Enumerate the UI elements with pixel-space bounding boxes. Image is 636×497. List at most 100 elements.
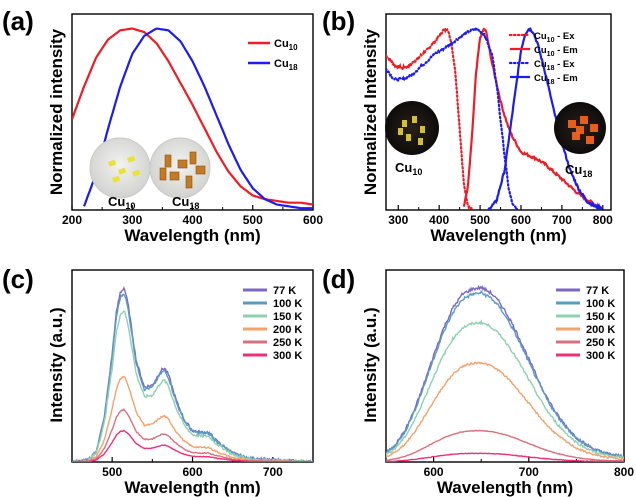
series-line-cu10: [72, 27, 313, 206]
panel-label: (c): [2, 264, 34, 294]
crystal-cu10: [108, 159, 117, 167]
plot-frame: [385, 13, 612, 211]
plot-area: [72, 285, 313, 462]
legend-label: 250 K: [273, 337, 302, 349]
x-tick-label: 500: [102, 465, 122, 479]
plot-area: [386, 24, 604, 210]
series-line-250k: [72, 408, 313, 462]
legend-label: 300 K: [273, 350, 302, 362]
x-tick-label: 300: [122, 213, 142, 227]
plot-area: [72, 27, 313, 210]
x-tick-label: 600: [511, 213, 531, 227]
panel-d: (d) 600 700 800 Wavelength (nm) Intensity (a.…: [322, 264, 634, 497]
inset-label: Cu18: [565, 162, 592, 179]
crystal-cu18: [572, 132, 580, 140]
x-tick-label: 500: [470, 213, 490, 227]
crystal-cu18: [580, 116, 588, 124]
legend-label: 200 K: [273, 324, 302, 336]
x-axis-label: Wavelength (nm): [124, 226, 260, 245]
crystal-cu18: [185, 175, 193, 189]
crystal-cu10: [112, 175, 121, 183]
inset-photo-cu10: [385, 101, 439, 155]
legend-label: Cu10: [274, 38, 298, 52]
crystal-cu10: [406, 134, 411, 141]
crystal-cu10: [402, 120, 407, 127]
x-axis-label: Wavelength (nm): [124, 478, 260, 497]
series-line-100k: [386, 289, 624, 459]
crystal-cu18: [586, 136, 594, 144]
x-tick-label: 300: [388, 213, 408, 227]
legend-label: Cu18: [274, 58, 298, 72]
x-tick-label: 700: [552, 213, 572, 227]
x-tick-label: 800: [593, 213, 613, 227]
series-line-cu10-em: [462, 27, 603, 210]
crystal-cu18: [568, 120, 576, 128]
crystal-cu10: [132, 169, 141, 177]
y-axis-label: Intensity (a.u.): [47, 307, 66, 422]
legend-label: 100 K: [273, 298, 302, 310]
crystal-cu10: [118, 167, 127, 175]
series-line-250k: [386, 429, 624, 462]
legend-label: 77 K: [586, 285, 609, 297]
x-axis-label: Wavelength (nm): [430, 226, 566, 245]
series-line-200k: [72, 375, 313, 462]
crystal-cu18: [576, 126, 584, 134]
plot-area: [386, 284, 624, 462]
series-line-150k: [386, 319, 624, 461]
legend-label: 300 K: [586, 350, 615, 362]
crystal-cu10: [398, 128, 403, 135]
inset-label: Cu10: [395, 160, 422, 177]
crystal-cu10: [418, 138, 423, 145]
plot-frame: [385, 269, 625, 463]
legend-label: 150 K: [586, 311, 615, 323]
legend-label: 100 K: [586, 298, 615, 310]
x-axis-label: Wavelength (nm): [437, 478, 573, 497]
series-line-cu18: [82, 27, 313, 210]
panel-label: (a): [2, 6, 34, 36]
crystal-cu18: [195, 165, 206, 175]
inset-photo-cu10: [89, 137, 151, 199]
crystal-cu18: [189, 151, 197, 165]
legend-label: 250 K: [586, 337, 615, 349]
series-line-300k: [386, 452, 624, 462]
x-tick-label: 400: [182, 213, 202, 227]
crystal-cu10: [126, 155, 136, 163]
x-tick-label: 400: [429, 213, 449, 227]
legend-label: Cu18 - Ex: [534, 59, 575, 72]
crystal-cu18: [590, 124, 598, 132]
panel-b: (b) 300 400 500 600 700 800 Wavelength (nm) Norm…: [322, 6, 613, 245]
x-tick-label: 600: [424, 465, 444, 479]
series-line-cu10-ex: [386, 24, 473, 210]
crystal-cu18: [159, 167, 167, 181]
legend-label: 150 K: [273, 311, 302, 323]
x-tick-label: 600: [182, 465, 202, 479]
x-tick-label: 600: [303, 213, 323, 227]
y-axis-label: Normalized Intensity: [361, 28, 380, 195]
y-axis-label: Normalized intensity: [47, 28, 66, 195]
series-line-200k: [386, 361, 624, 461]
panel-label: (d): [322, 264, 355, 294]
legend-label: 200 K: [586, 324, 615, 336]
y-axis-label: Intensity (a.u.): [361, 307, 380, 422]
crystal-cu10: [420, 126, 425, 133]
inset-label: Cu18: [172, 194, 199, 211]
panel-a: (a) 200 300 400 500 600 Wavelength (nm) Normali…: [2, 6, 323, 245]
series-line-300k: [72, 429, 313, 462]
series-line-cu18-ex: [386, 25, 518, 210]
legend-label: 77 K: [273, 285, 296, 297]
crystal-cu10: [412, 116, 417, 123]
panel-label: (b): [322, 6, 355, 36]
legend-label: Cu18 - Em: [534, 73, 578, 86]
x-tick-label: 200: [62, 213, 82, 227]
x-tick-label: 500: [243, 213, 263, 227]
x-tick-label: 700: [263, 465, 283, 479]
x-tick-label: 800: [614, 465, 634, 479]
x-tick-label: 700: [519, 465, 539, 479]
crystal-cu18: [177, 159, 188, 169]
legend-label: Cu10 - Ex: [534, 31, 575, 44]
crystal-cu18: [164, 154, 172, 168]
legend-label: Cu10 - Em: [534, 45, 578, 58]
crystal-cu18: [169, 171, 180, 181]
